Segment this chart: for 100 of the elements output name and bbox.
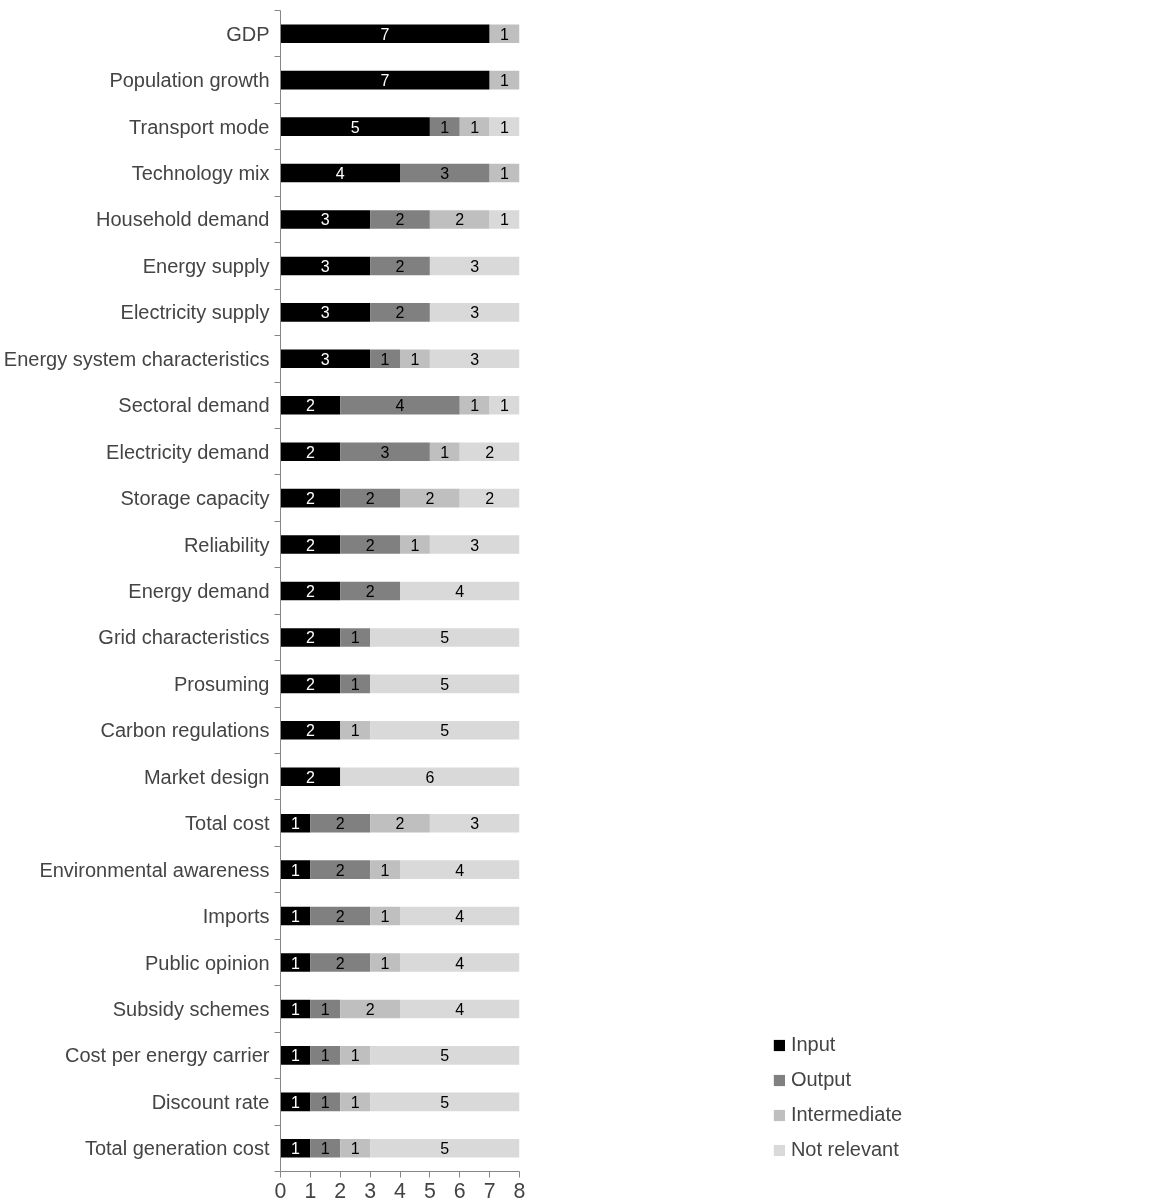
data-label: 2 — [305, 675, 315, 693]
bar — [400, 953, 520, 972]
y-tick-label: Market design — [143, 765, 270, 788]
bar — [400, 535, 430, 554]
data-label: 2 — [305, 443, 315, 461]
bar — [429, 813, 520, 833]
bar — [370, 721, 520, 740]
x-tick-label: 6 — [453, 1178, 466, 1203]
bar — [489, 395, 520, 415]
data-label: 2 — [305, 722, 315, 740]
x-tick-label: 8 — [513, 1178, 526, 1203]
bar — [429, 349, 520, 369]
bar — [340, 581, 400, 601]
bar — [400, 488, 460, 508]
data-label: 1 — [500, 165, 510, 183]
bar — [340, 442, 430, 461]
data-label: 1 — [320, 1093, 330, 1111]
data-label: 2 — [455, 211, 465, 229]
bar — [400, 163, 490, 183]
bar — [280, 581, 341, 601]
bar — [400, 999, 520, 1019]
data-label: 1 — [500, 397, 510, 415]
bar — [280, 442, 341, 461]
y-tick-label: Carbon regulations — [100, 719, 270, 742]
y-tick-label: Total generation cost — [84, 1137, 270, 1160]
bar — [280, 70, 490, 90]
data-label: 1 — [290, 1000, 300, 1018]
bar — [489, 24, 520, 44]
y-tick-label: GDP — [226, 22, 270, 45]
data-label: 2 — [395, 815, 405, 833]
bar — [310, 1138, 341, 1158]
data-label: 2 — [395, 211, 405, 229]
bar — [280, 256, 371, 276]
y-tick-label: Energy system characteristics — [3, 347, 270, 370]
bar — [280, 721, 341, 740]
bar — [370, 860, 400, 879]
data-label: 1 — [290, 1047, 300, 1065]
data-label: 1 — [410, 536, 420, 554]
data-label: 1 — [320, 1047, 330, 1065]
y-tick-label: Environmental awareness — [39, 858, 270, 881]
bar — [459, 395, 490, 415]
data-label: 1 — [350, 675, 360, 693]
data-label: 3 — [320, 350, 330, 368]
bar — [340, 488, 400, 508]
data-label: 1 — [500, 72, 510, 90]
data-label: 2 — [335, 861, 345, 879]
bar — [280, 767, 341, 787]
y-tick-label: Reliability — [183, 533, 270, 556]
bar — [280, 488, 341, 508]
bar — [370, 256, 430, 276]
bar — [370, 813, 430, 833]
data-label: 2 — [365, 490, 375, 508]
data-label: 1 — [380, 861, 390, 879]
data-label: 1 — [410, 350, 420, 368]
bar — [370, 349, 400, 369]
data-label: 1 — [290, 908, 300, 926]
bar — [429, 256, 520, 276]
data-label: 2 — [485, 490, 495, 508]
data-label: 7 — [380, 25, 390, 43]
bar — [280, 860, 311, 879]
data-label: 2 — [305, 536, 315, 554]
data-label: 2 — [305, 768, 315, 786]
y-tick-label: Electricity supply — [120, 301, 270, 324]
bar — [280, 210, 371, 229]
bar — [280, 349, 371, 369]
y-tick-label: Sectoral demand — [118, 394, 270, 417]
data-label: 5 — [440, 629, 450, 647]
bar — [280, 953, 311, 972]
data-label: 2 — [365, 536, 375, 554]
bar — [429, 210, 490, 229]
data-label: 3 — [470, 304, 480, 322]
data-label: 4 — [455, 908, 465, 926]
data-label: 1 — [470, 397, 480, 415]
bar — [459, 488, 520, 508]
data-label: 1 — [380, 908, 390, 926]
data-label: 1 — [350, 722, 360, 740]
data-label: 1 — [350, 1093, 360, 1111]
bar — [310, 953, 371, 972]
bar — [370, 953, 400, 972]
data-label: 4 — [335, 165, 345, 183]
x-tick-label: 7 — [483, 1178, 496, 1203]
bar — [310, 1046, 341, 1065]
x-tick-label: 2 — [334, 1178, 347, 1203]
data-label: 1 — [320, 1140, 330, 1158]
data-label: 1 — [290, 861, 300, 879]
data-label: 5 — [440, 1047, 450, 1065]
data-label: 5 — [440, 1140, 450, 1158]
legend-label: Input — [790, 1033, 836, 1056]
bar — [280, 24, 490, 44]
bar — [370, 906, 400, 926]
data-label: 3 — [470, 815, 480, 833]
bar — [280, 535, 341, 554]
data-label: 4 — [455, 1000, 465, 1018]
data-label: 1 — [290, 954, 300, 972]
data-label: 3 — [320, 211, 330, 229]
data-label: 1 — [380, 954, 390, 972]
data-label: 1 — [500, 211, 510, 229]
data-label: 1 — [440, 443, 450, 461]
bar — [459, 442, 520, 461]
bar — [310, 813, 371, 833]
